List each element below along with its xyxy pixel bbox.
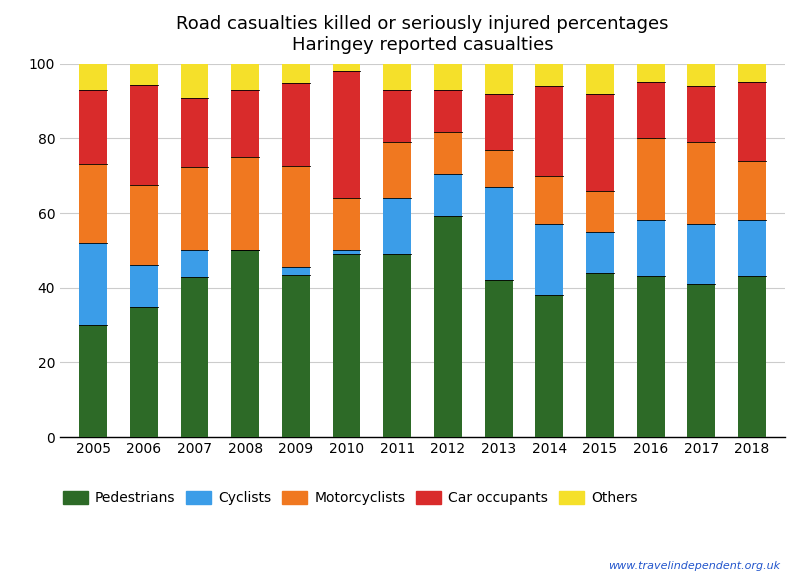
Bar [79, 64, 107, 90]
Bar [485, 93, 513, 150]
Bar [383, 64, 411, 90]
Bar [687, 86, 715, 142]
Bar [687, 64, 715, 86]
Bar [586, 273, 614, 437]
Bar [383, 254, 411, 437]
Bar [738, 64, 766, 82]
Bar [586, 64, 614, 93]
Bar [333, 71, 361, 198]
Bar [687, 284, 715, 437]
Bar [535, 224, 563, 295]
Bar [130, 307, 158, 437]
Title: Road casualties killed or seriously injured percentages
Haringey reported casual: Road casualties killed or seriously inju… [176, 15, 669, 54]
Bar [130, 186, 158, 265]
Bar [434, 174, 462, 216]
Bar [535, 86, 563, 176]
Bar [181, 64, 209, 98]
Bar [282, 82, 310, 165]
Bar [282, 64, 310, 82]
Bar [637, 220, 665, 277]
Bar [231, 251, 259, 437]
Bar [738, 277, 766, 437]
Text: www.travelindependent.org.uk: www.travelindependent.org.uk [608, 561, 780, 571]
Bar [333, 198, 361, 251]
Bar [434, 90, 462, 132]
Bar [485, 280, 513, 437]
Bar [282, 267, 310, 275]
Bar [181, 166, 209, 251]
Bar [586, 93, 614, 191]
Bar [637, 277, 665, 437]
Bar [282, 275, 310, 437]
Bar [738, 161, 766, 220]
Bar [535, 295, 563, 437]
Bar [637, 82, 665, 139]
Bar [181, 277, 209, 437]
Bar [231, 90, 259, 157]
Bar [181, 251, 209, 277]
Bar [535, 64, 563, 86]
Bar [637, 64, 665, 82]
Bar [434, 132, 462, 174]
Bar [485, 187, 513, 280]
Bar [130, 85, 158, 186]
Bar [130, 64, 158, 85]
Bar [333, 64, 361, 71]
Bar [586, 231, 614, 273]
Bar [687, 142, 715, 224]
Bar [637, 139, 665, 220]
Bar [434, 216, 462, 437]
Bar [738, 220, 766, 277]
Bar [79, 165, 107, 243]
Bar [181, 98, 209, 166]
Bar [282, 165, 310, 267]
Bar [130, 265, 158, 307]
Bar [79, 325, 107, 437]
Bar [383, 142, 411, 198]
Bar [79, 90, 107, 165]
Bar [687, 224, 715, 284]
Bar [485, 150, 513, 187]
Bar [383, 198, 411, 254]
Bar [333, 251, 361, 254]
Bar [231, 64, 259, 90]
Bar [333, 254, 361, 437]
Bar [434, 64, 462, 90]
Bar [738, 82, 766, 161]
Bar [79, 243, 107, 325]
Bar [586, 191, 614, 231]
Bar [383, 90, 411, 142]
Bar [535, 176, 563, 224]
Legend: Pedestrians, Cyclists, Motorcyclists, Car occupants, Others: Pedestrians, Cyclists, Motorcyclists, Ca… [57, 485, 643, 510]
Bar [231, 157, 259, 251]
Bar [485, 64, 513, 93]
